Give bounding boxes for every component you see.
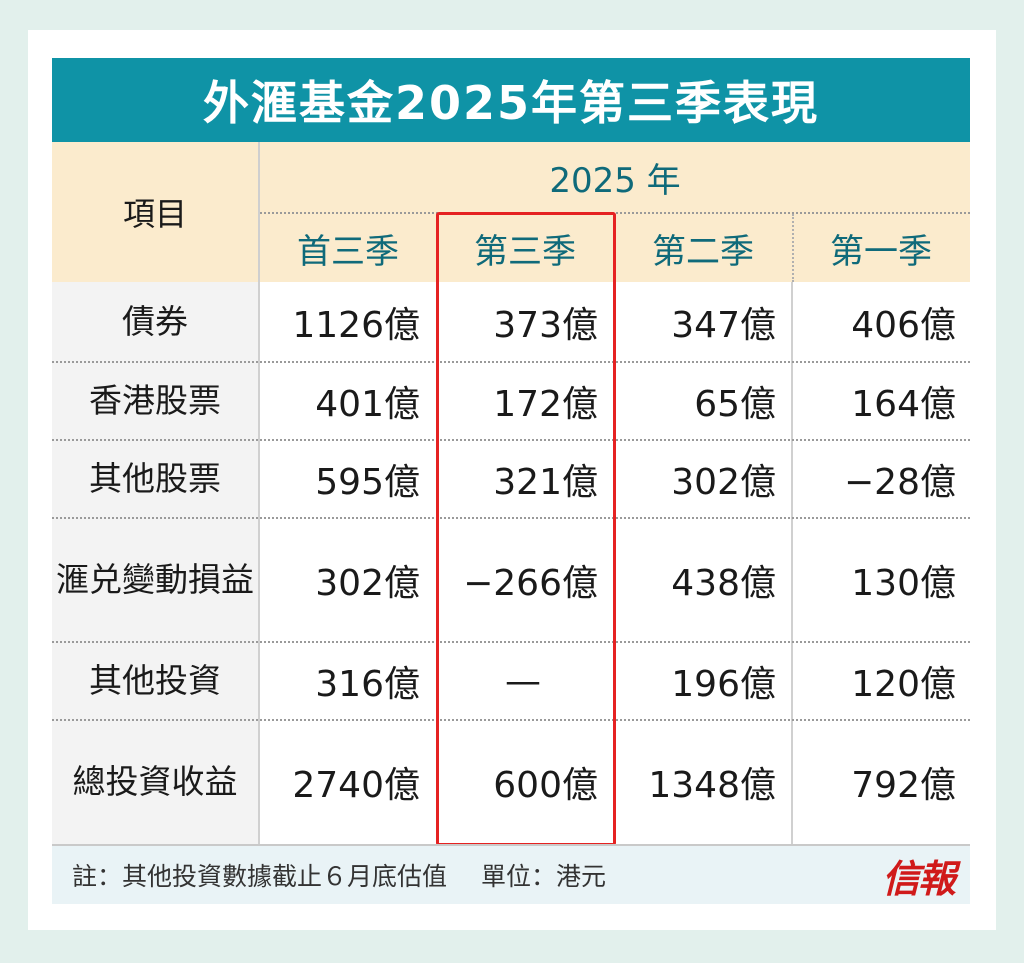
table-row: 債券 1126億 373億 347億 406億 [52,284,970,360]
cell-value: 595億 [315,462,420,503]
row-divider [52,719,970,721]
cell-value: 321億 [493,462,598,503]
table-row: 其他股票 595億 321億 302億 −28億 [52,441,970,517]
header-year: 2025 年 [549,160,681,201]
cell-value: 1348億 [648,765,776,806]
table-row: 滙兑 變動損益 302億 −266億 438億 130億 [52,519,970,641]
cell-value: −266億 [463,563,598,604]
cell-value: 130億 [851,563,956,604]
row-label-hk-equities: 香港股票 [89,381,221,420]
row-label-fx-gains: 滙兑 變動損益 [52,519,258,641]
row-label-line: 收益 [171,762,238,801]
table-row: 香港股票 401億 172億 65億 164億 [52,363,970,439]
row-label-line: 變動損益 [122,560,254,599]
footer: 註：其他投資數據截止６月底估值 單位：港元 信報 [52,844,970,904]
cell-value: 172億 [493,384,598,425]
row-divider [52,361,970,363]
cell-value: — [505,660,541,702]
q3-highlight-box [436,212,616,846]
cell-value: 65億 [694,384,776,425]
cell-value: 1126億 [292,305,420,346]
hkej-logo: 信報 [881,855,956,901]
col-separator [792,214,794,282]
row-label-other-equities: 其他股票 [89,459,221,498]
cell-value: 401億 [315,384,420,425]
row-divider [52,517,970,519]
column-divider [258,282,260,844]
footer-note: 註：其他投資數據截止６月底估值 單位：港元 [72,846,606,904]
footer-note-text: 註：其他投資數據截止６月底估值 [72,862,448,891]
cell-value: −28億 [844,462,956,503]
cell-value: 2740億 [292,765,420,806]
cell-value: 373億 [493,305,598,346]
row-label-line: 滙兑 [56,560,122,599]
table-title: 外滙基金2025年第三季表現 [52,58,970,142]
row-label-total-return: 總投資 收益 [52,721,258,843]
table-row: 其他投資 316億 — 196億 120億 [52,643,970,719]
cell-value: 600億 [493,765,598,806]
header-item-label: 項目 [52,142,258,282]
col-header-first-three-quarters: 首三季 [297,231,399,272]
row-divider [52,439,970,441]
col-header-q1: 第一季 [830,231,932,272]
cell-value: 792億 [851,765,956,806]
row-divider [52,641,970,643]
cell-value: 120億 [851,664,956,705]
table-row: 總投資 收益 2740億 600億 1348億 792億 [52,721,970,843]
col-header-q3: 第三季 [474,231,576,272]
cell-value: 347億 [671,305,776,346]
row-label-other-investments: 其他投資 [89,661,221,700]
cell-value: 164億 [851,384,956,425]
cell-value: 196億 [671,664,776,705]
cell-value: 316億 [315,664,420,705]
footer-unit-text: 單位：港元 [481,862,607,891]
cell-value: 406億 [851,305,956,346]
column-divider [791,282,793,844]
row-label-line: 總投資 [72,762,172,801]
cell-value: 438億 [671,563,776,604]
row-label-bonds: 債券 [122,302,188,341]
cell-value: 302億 [671,462,776,503]
header-divider [258,142,260,282]
label-column [52,282,258,844]
col-header-q2: 第二季 [652,231,754,272]
cell-value: 302億 [315,563,420,604]
